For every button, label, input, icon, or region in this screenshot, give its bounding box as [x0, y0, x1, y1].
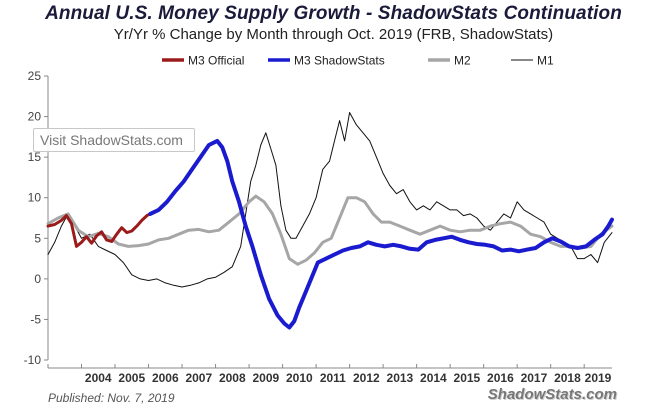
x-tick-label: 2011 — [320, 371, 346, 385]
series-line-m2 — [46, 194, 614, 266]
x-tick-label: 2008 — [219, 371, 246, 385]
x-tick-label: 2007 — [185, 371, 212, 385]
y-tick-label: 25 — [28, 69, 42, 83]
y-tick-label: 10 — [28, 191, 42, 205]
x-tick-label: 2014 — [420, 371, 447, 385]
y-tick-label: -10 — [24, 353, 42, 367]
x-tick-label: 2018 — [554, 371, 581, 385]
y-tick-label: 20 — [28, 110, 42, 124]
x-tick-label: 2019 — [585, 371, 612, 385]
y-tick-label: -5 — [30, 312, 41, 326]
legend-label-m2: M2 — [454, 54, 471, 68]
chart-subtitle: Yr/Yr % Change by Month through Oct. 201… — [113, 26, 554, 43]
x-tick-label: 2015 — [454, 371, 481, 385]
visit-shadowstats-link[interactable]: Visit ShadowStats.com — [33, 128, 195, 152]
series-line-m3-official — [46, 212, 152, 248]
x-tick-label: 2009 — [252, 371, 279, 385]
y-tick-label: 5 — [34, 231, 41, 245]
x-tick-label: 2017 — [521, 371, 548, 385]
brand-watermark: ShadowStats.com — [487, 386, 617, 403]
x-tick-label: 2005 — [118, 371, 145, 385]
series-line-m1 — [47, 112, 613, 288]
x-tick-label: 2016 — [487, 371, 514, 385]
y-tick-label: 0 — [34, 272, 41, 286]
chart-title: Annual U.S. Money Supply Growth - Shadow… — [45, 3, 622, 24]
x-tick-label: 2004 — [85, 371, 112, 385]
y-tick-label: 15 — [28, 150, 42, 164]
x-tick-label: 2010 — [286, 371, 313, 385]
x-tick-label: 2013 — [387, 371, 414, 385]
chart-legend: M3 Official M3 ShadowStats M2 M1 — [162, 54, 554, 68]
legend-label-m3-shadowstats: M3 ShadowStats — [294, 54, 385, 68]
published-date: Published: Nov. 7, 2019 — [48, 391, 175, 405]
series-line-m3-shadowstats — [148, 138, 614, 330]
legend-label-m1: M1 — [537, 54, 554, 68]
legend-label-m3-official: M3 Official — [188, 54, 244, 68]
x-tick-label: 2012 — [353, 371, 380, 385]
x-tick-label: 2006 — [152, 371, 179, 385]
chart-series — [46, 112, 614, 330]
